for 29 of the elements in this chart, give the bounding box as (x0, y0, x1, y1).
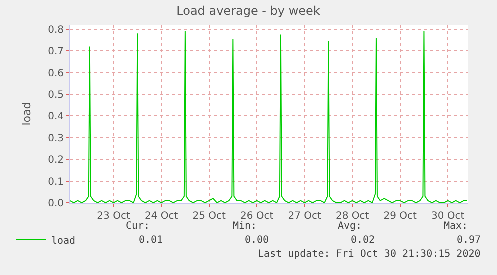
y-tick-label: 0.0 (48, 198, 64, 210)
text: Last update: Fri Oct 30 21:30:15 2020 (258, 249, 481, 260)
x-tick-label: 26 Oct (240, 211, 274, 222)
y-tick-label: 0.6 (48, 68, 64, 80)
x-tick-label: 27 Oct (288, 211, 322, 222)
x-tick-label: 25 Oct (192, 211, 226, 222)
text: Cur: (126, 221, 150, 232)
y-tick-label: 0.2 (48, 155, 64, 166)
y-tick-label: 0.4 (48, 112, 64, 123)
chart-title: Load average - by week (176, 4, 320, 18)
text: 0.02 (351, 235, 376, 246)
text: 0.97 (457, 235, 482, 246)
y-tick-label: 0.7 (48, 46, 64, 58)
text: 0.01 (139, 235, 164, 246)
text: Avg: (338, 221, 362, 232)
y-axis-title: load (20, 102, 34, 126)
x-tick-label: 28 Oct (336, 211, 370, 222)
text: Max: (444, 221, 468, 232)
y-tick-label: 0.5 (48, 90, 64, 101)
text: Min: (233, 221, 258, 232)
x-tick-label: 29 Oct (384, 211, 418, 222)
legend-label: load (51, 236, 76, 247)
x-tick-label: 23 Oct (97, 211, 130, 222)
y-tick-label: 0.8 (48, 24, 64, 36)
text: 0.00 (245, 235, 270, 246)
x-tick-label: 24 Oct (144, 211, 178, 222)
y-tick-label: 0.1 (48, 176, 64, 188)
y-tick-label: 0.3 (48, 133, 64, 144)
x-tick-label: 30 Oct (432, 211, 465, 222)
